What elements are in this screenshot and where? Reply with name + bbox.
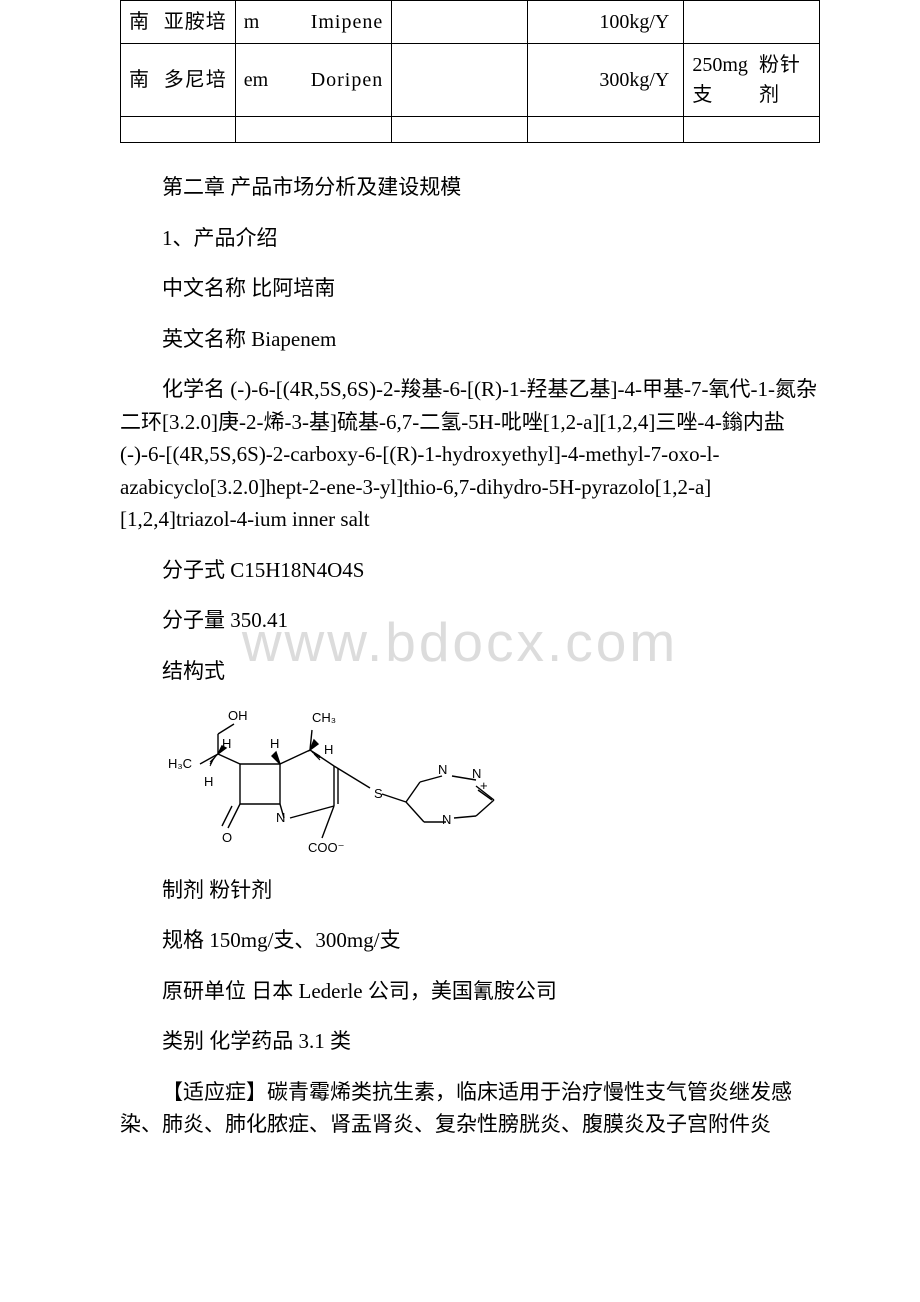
svg-text:N: N — [276, 810, 285, 825]
svg-text:O: O — [222, 830, 232, 845]
product-table: 南亚胺培 m Imipene 100kg/Y 南多尼培 em Doripen 300… — [120, 0, 820, 143]
svg-text:H: H — [204, 774, 213, 789]
cell — [684, 1, 820, 44]
table-row: 南多尼培 em Doripen 300kg/Y 250mg 支粉针剂 — [121, 44, 820, 117]
svg-text:H: H — [270, 736, 279, 751]
name-en: 英文名称 Biapenem — [120, 323, 820, 356]
cell — [392, 44, 528, 117]
spec: 规格 150mg/支、300mg/支 — [120, 924, 820, 957]
svg-text:COO⁻: COO⁻ — [308, 840, 344, 855]
category: 类别 化学药品 3.1 类 — [120, 1025, 820, 1058]
name-zh: 中文名称 比阿培南 — [120, 272, 820, 305]
svg-text:H₃C: H₃C — [168, 756, 192, 771]
cell: 250mg 支 — [692, 50, 759, 110]
cell: Doripen — [311, 65, 384, 95]
cell: 南 — [129, 65, 149, 95]
cell: 多尼培 — [164, 65, 227, 95]
svg-text:OH: OH — [228, 708, 248, 723]
section-number: 1、产品介绍 — [120, 222, 820, 255]
cell: 100kg/Y — [527, 1, 683, 44]
cell: 粉针剂 — [759, 50, 811, 110]
svg-text:H: H — [222, 736, 231, 751]
cell: 300kg/Y — [527, 44, 683, 117]
table-row — [121, 117, 820, 143]
cell — [392, 1, 528, 44]
origin: 原研单位 日本 Lederle 公司，美国氰胺公司 — [120, 975, 820, 1008]
svg-text:CH₃: CH₃ — [312, 710, 336, 725]
cell: 亚胺培 — [164, 7, 227, 37]
svg-text:S: S — [374, 786, 383, 801]
molecular-weight: 分子量 350.41 — [120, 604, 820, 637]
cell: em — [244, 65, 268, 95]
structure-diagram: OHHHCH₃HH₃CHNOCOO⁻SNNN+ — [162, 706, 820, 856]
svg-text:N: N — [442, 812, 451, 827]
cell: Imipene — [311, 7, 384, 37]
svg-text:+: + — [480, 778, 488, 793]
indication: 【适应症】碳青霉烯类抗生素，临床适用于治疗慢性支气管炎继发感染、肺炎、肺化脓症、… — [120, 1076, 820, 1141]
svg-text:N: N — [438, 762, 447, 777]
form: 制剂 粉针剂 — [120, 874, 820, 907]
cell: 南 — [129, 7, 149, 37]
table-row: 南亚胺培 m Imipene 100kg/Y — [121, 1, 820, 44]
cell: m — [244, 7, 260, 37]
structure-label: 结构式 — [120, 655, 820, 688]
chapter-heading: 第二章 产品市场分析及建设规模 — [120, 171, 820, 204]
formula: 分子式 C15H18N4O4S — [120, 554, 820, 587]
chem-name: 化学名 (-)-6-[(4R,5S,6S)-2-羧基-6-[(R)-1-羟基乙基… — [120, 373, 820, 536]
svg-text:H: H — [324, 742, 333, 757]
